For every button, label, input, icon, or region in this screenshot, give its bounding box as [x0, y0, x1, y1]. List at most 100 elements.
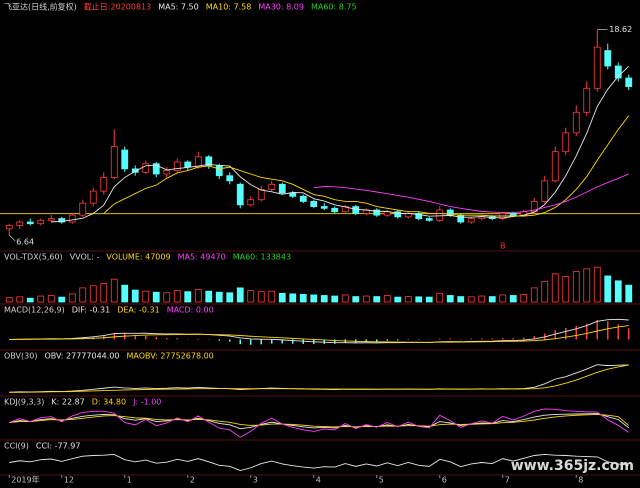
series-line — [9, 453, 629, 472]
panel-header: CCI: -77.97 — [36, 442, 81, 451]
series-line — [9, 364, 629, 393]
series-line — [9, 318, 629, 344]
candle-body — [247, 199, 255, 206]
watermark: www.365jz.com — [511, 458, 634, 474]
high-label: 18.62 — [609, 25, 632, 34]
panel-header: CCI(9) — [4, 442, 29, 451]
candle-body — [79, 202, 87, 216]
candle-body — [604, 50, 612, 67]
volume-bar — [5, 297, 13, 303]
volume-bar — [310, 294, 318, 303]
volume-bar — [583, 268, 591, 303]
volume-bar — [425, 296, 433, 303]
volume-bar — [47, 295, 55, 303]
candle-body — [37, 219, 45, 225]
candle-body — [100, 177, 108, 192]
candle-body — [320, 206, 328, 209]
candle-body — [257, 189, 265, 201]
panel-header: MA60: 133843 — [233, 253, 291, 262]
panel-header: MA60: 8.75 — [311, 3, 357, 12]
series-line — [9, 413, 630, 430]
candle-body — [394, 211, 402, 218]
x-tick-label: 3 — [253, 476, 258, 485]
panel-header: OBV(30) — [4, 352, 37, 361]
candle-body — [373, 209, 381, 216]
panel-header: KDJ(9,3,3) — [4, 398, 44, 407]
candle-body — [593, 46, 601, 89]
panel-header: MA5: 7.50 — [158, 3, 199, 12]
volume-bar — [436, 292, 444, 303]
volume-bar — [593, 266, 601, 303]
volume-bar — [509, 295, 517, 303]
volume-bar — [16, 296, 24, 303]
volume-bar — [499, 294, 507, 303]
x-tick-label: 7 — [505, 476, 510, 485]
series-line — [9, 325, 629, 343]
candle-body — [562, 132, 570, 153]
candle-body — [142, 163, 150, 173]
volume-bar — [352, 296, 360, 303]
volume-bar — [541, 280, 549, 303]
panel-header: DIF: -0.31 — [72, 306, 110, 315]
volume-bar — [394, 296, 402, 303]
volume-bar — [142, 290, 150, 303]
volume-bar — [89, 285, 97, 303]
panel-header: VOLUME: 47009 — [106, 253, 170, 262]
volume-bar — [37, 295, 45, 303]
volume-bar — [488, 296, 496, 303]
candle-body — [26, 221, 34, 225]
panel-header: MA5: 49470 — [178, 253, 226, 262]
volume-bar — [373, 296, 381, 303]
volume-bar — [100, 283, 108, 303]
volume-bar — [320, 295, 328, 303]
volume-bar — [278, 292, 286, 303]
volume-bar — [68, 293, 76, 303]
volume-bar — [457, 296, 465, 303]
series-line — [103, 115, 630, 217]
candle-body — [436, 209, 444, 221]
candle-body — [310, 201, 318, 207]
panel-header: K: 22.87 — [51, 398, 84, 407]
candle-body — [625, 77, 633, 87]
volume-bar — [341, 294, 349, 303]
candle-body — [551, 151, 559, 182]
panel-header: MA30: 8.09 — [258, 3, 304, 12]
volume-bar — [131, 289, 139, 303]
series-line — [313, 173, 629, 214]
volume-bar — [604, 275, 612, 303]
volume-bar — [110, 278, 118, 303]
candle-body — [457, 214, 465, 223]
volume-bar — [446, 295, 454, 303]
candle-body — [352, 206, 360, 214]
x-tick-label: 12 — [64, 476, 74, 485]
volume-bar — [562, 276, 570, 303]
candle-body — [152, 163, 160, 175]
panel-header: 截止日:20200813 — [84, 2, 151, 12]
panel-header: OBV: 27777044.00 — [44, 352, 119, 361]
volume-bar — [184, 291, 192, 303]
volume-bar — [152, 291, 160, 303]
volume-bar — [163, 292, 171, 303]
candle-body — [614, 65, 622, 79]
candle-body — [89, 190, 97, 204]
candle-body — [467, 218, 475, 223]
candle-body — [47, 218, 55, 221]
volume-bar — [404, 296, 412, 303]
x-tick-label: 6 — [442, 476, 447, 485]
candle-body — [110, 146, 118, 178]
panel-header: 飞亚达(日线,前复权) — [4, 2, 77, 12]
panel-header: VOL-TDX(5,60) — [4, 253, 63, 262]
series-line — [9, 408, 629, 438]
volume-bar — [614, 280, 622, 303]
volume-bar — [299, 293, 307, 303]
candle-body — [236, 183, 244, 206]
candle-body — [541, 180, 549, 202]
candle-body — [163, 170, 171, 175]
candle-body — [5, 225, 13, 230]
volume-bar — [478, 295, 486, 303]
candle-body — [173, 161, 181, 171]
candle-body — [226, 175, 234, 182]
candle-body — [205, 156, 213, 166]
panel-header: MAOBV: 27752678.00 — [126, 352, 213, 361]
